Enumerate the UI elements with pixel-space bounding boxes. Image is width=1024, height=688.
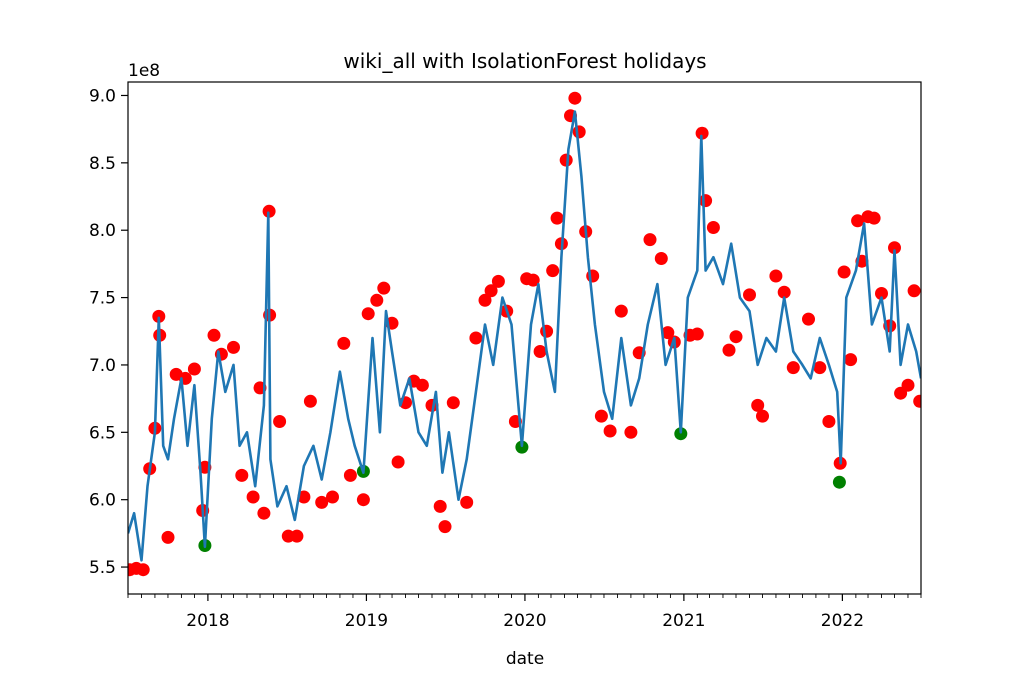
anomaly-point [603, 424, 617, 438]
y-tick-label: 5.5 [89, 558, 116, 578]
anomaly-point [187, 362, 201, 376]
x-tick-label: 2022 [821, 611, 864, 631]
anomaly-point [491, 274, 505, 288]
anomaly-point [297, 490, 311, 504]
anomaly-point [614, 304, 628, 318]
anomaly-point [546, 264, 560, 278]
x-axis: 2018 2019 2020 2021 2022 [127, 594, 922, 631]
x-axis-label: date [506, 649, 544, 669]
anomaly-point [867, 211, 881, 225]
anomaly-point [438, 520, 452, 534]
anomaly-point [913, 394, 921, 408]
anomaly-point [469, 331, 483, 345]
anomaly-point [207, 328, 221, 342]
y-tick-label: 8.5 [89, 154, 116, 174]
plot-frame [127, 81, 922, 595]
anomaly-point [326, 490, 339, 504]
anomaly-point [370, 293, 384, 307]
anomaly-point [343, 468, 357, 482]
holiday-point [515, 440, 529, 454]
anomaly-point [262, 204, 276, 218]
anomaly-point [888, 241, 901, 255]
y-axis: 5.5 6.0 6.5 7.0 7.5 8.0 8.5 9.0 [89, 86, 128, 578]
y-tick-label: 7.5 [89, 289, 116, 309]
anomaly-point [624, 425, 638, 439]
anomaly-point [802, 312, 815, 326]
anomaly-point [654, 252, 668, 265]
anomaly-point [699, 194, 713, 208]
anomaly-point [786, 361, 800, 375]
anomaly-point [844, 353, 858, 367]
x-tick-label: 2018 [186, 611, 229, 631]
anomaly-point [303, 394, 317, 408]
data-layer [128, 91, 921, 577]
anomaly-point [460, 495, 474, 509]
anomaly-point [572, 125, 586, 139]
x-tick-label: 2021 [662, 611, 705, 631]
anomaly-point [136, 563, 150, 577]
anomaly-point [559, 153, 573, 167]
x-tick-label: 2020 [503, 611, 546, 631]
anomaly-point [695, 126, 709, 140]
anomaly-point [568, 91, 582, 105]
anomaly-point [356, 493, 370, 507]
anomaly-point [290, 529, 304, 543]
anomaly-point [478, 293, 492, 307]
anomaly-point [235, 468, 249, 482]
anomaly-point [822, 415, 836, 428]
anomaly-point [706, 221, 720, 234]
anomaly-point [813, 361, 827, 375]
anomaly-point [161, 530, 175, 544]
anomaly-point [377, 281, 391, 295]
y-offset-label: 1e8 [128, 61, 160, 81]
anomaly-point [273, 415, 287, 428]
anomaly-point [743, 288, 756, 302]
anomaly-point [907, 284, 921, 298]
anomaly-point [484, 284, 498, 298]
anomaly-point [533, 345, 547, 358]
anomaly-point [433, 499, 447, 513]
anomaly-point [594, 409, 608, 423]
anomaly-point [837, 265, 851, 279]
anomaly-point [643, 233, 657, 247]
anomaly-point [257, 506, 271, 520]
anomaly-point [777, 285, 791, 299]
holiday-point [674, 427, 688, 441]
anomaly-point [722, 343, 736, 357]
anomaly-point [246, 490, 260, 504]
anomaly-point [729, 330, 743, 344]
anomaly-point [227, 340, 240, 354]
anomaly-point [875, 287, 888, 300]
y-tick-label: 7.0 [89, 356, 116, 376]
anomaly-point [152, 309, 166, 323]
anomaly-point [526, 273, 540, 287]
anomaly-point [361, 307, 375, 321]
anomaly-point [337, 336, 351, 350]
anomaly-point [446, 396, 460, 410]
anomaly-point [315, 495, 329, 509]
x-tick-label: 2019 [345, 611, 388, 631]
anomaly-point [756, 409, 769, 423]
anomaly-point [550, 211, 564, 225]
anomaly-point [851, 214, 865, 228]
series-line [128, 110, 921, 562]
anomaly-point [391, 455, 405, 469]
anomaly-point [661, 326, 675, 340]
chart-title: wiki_all with IsolationForest holidays [343, 49, 706, 73]
anomaly-point [690, 327, 704, 341]
anomaly-point [751, 398, 765, 412]
y-tick-label: 6.5 [89, 423, 116, 443]
anomaly-point [415, 378, 429, 392]
anomaly-point [769, 269, 783, 283]
y-tick-label: 6.0 [89, 491, 116, 511]
y-tick-label: 8.0 [89, 221, 116, 241]
anomaly-point [901, 378, 915, 392]
anomaly-point [540, 324, 554, 338]
y-tick-label: 9.0 [89, 86, 116, 106]
holiday-point [832, 475, 846, 489]
